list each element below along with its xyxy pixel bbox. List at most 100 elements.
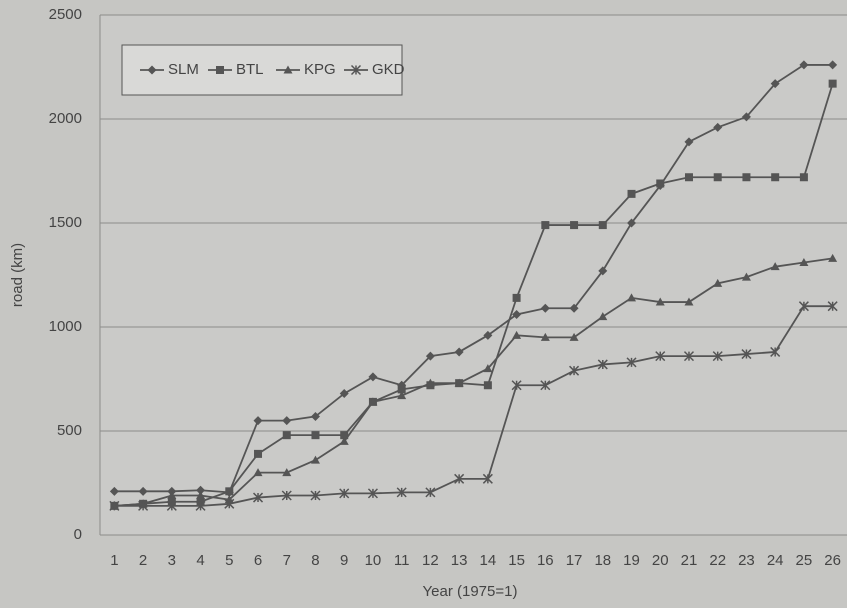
x-tick-label: 20 [652, 552, 669, 569]
y-tick-label: 500 [57, 422, 82, 439]
marker [196, 490, 206, 499]
y-tick-label: 1000 [49, 318, 82, 335]
marker [339, 488, 350, 499]
x-tick-label: 6 [254, 552, 262, 569]
marker [368, 372, 378, 382]
x-tick-label: 24 [767, 552, 784, 569]
x-tick-label: 21 [681, 552, 698, 569]
marker [368, 397, 378, 406]
marker [511, 380, 522, 391]
x-tick-label: 9 [340, 552, 348, 569]
marker [138, 500, 149, 511]
x-tick-label: 17 [566, 552, 583, 569]
legend: SLM BTL KPG GKD [121, 44, 405, 96]
marker [397, 391, 407, 400]
x-tick-label: 23 [738, 552, 755, 569]
marker [425, 351, 435, 361]
marker [483, 364, 493, 373]
marker [138, 486, 148, 496]
marker [541, 221, 550, 230]
marker [167, 490, 177, 499]
x-tick-label: 1 [110, 552, 118, 569]
marker [684, 297, 694, 306]
x-tick-label: 10 [365, 552, 382, 569]
x-tick-label: 5 [225, 552, 233, 569]
legend-marker [283, 65, 293, 74]
series-line [114, 64, 833, 494]
marker [799, 173, 808, 182]
series-line [114, 257, 833, 507]
marker [454, 347, 464, 357]
marker [540, 332, 550, 341]
marker [512, 330, 522, 339]
marker [310, 411, 320, 421]
marker [109, 486, 119, 496]
marker [570, 221, 579, 230]
marker [281, 490, 292, 501]
marker [713, 173, 722, 182]
marker [253, 468, 263, 477]
y-tick-label: 2500 [49, 6, 82, 23]
marker [339, 436, 349, 445]
legend-label: KPG [304, 61, 336, 78]
marker [597, 359, 608, 370]
marker [195, 500, 206, 511]
series-line [114, 305, 833, 507]
marker [367, 488, 378, 499]
marker [598, 266, 608, 276]
legend-marker [350, 64, 362, 76]
marker [656, 179, 665, 188]
x-tick-label: 3 [168, 552, 176, 569]
marker [339, 389, 349, 399]
marker [569, 332, 579, 341]
x-tick-label: 8 [311, 552, 319, 569]
x-tick-label: 15 [508, 552, 525, 569]
marker [282, 416, 292, 426]
x-tick-label: 13 [451, 552, 468, 569]
marker [655, 351, 666, 362]
marker [827, 301, 838, 312]
marker [799, 258, 809, 267]
marker [224, 498, 235, 509]
marker [798, 301, 809, 312]
x-tick-label: 14 [480, 552, 497, 569]
x-tick-label: 22 [709, 552, 726, 569]
marker [684, 137, 694, 147]
marker [569, 303, 579, 313]
marker [799, 60, 809, 70]
marker [310, 490, 321, 501]
x-tick-label: 12 [422, 552, 439, 569]
x-tick-label: 26 [824, 552, 841, 569]
marker [655, 297, 665, 306]
marker [627, 218, 637, 228]
x-tick-label: 7 [283, 552, 291, 569]
marker [454, 473, 465, 484]
marker [598, 221, 607, 230]
marker [253, 416, 263, 426]
legend-label: BTL [236, 61, 264, 78]
marker [166, 500, 177, 511]
marker [196, 485, 206, 495]
legend-label: GKD [372, 61, 405, 78]
marker [683, 351, 695, 362]
x-tick-label: 25 [796, 552, 813, 569]
marker [712, 351, 723, 362]
marker [282, 431, 291, 440]
x-tick-label: 11 [394, 552, 410, 569]
marker [340, 431, 349, 440]
marker [512, 293, 521, 302]
marker [483, 381, 492, 390]
marker [311, 431, 320, 440]
marker [828, 253, 838, 262]
legend-marker [216, 66, 224, 74]
marker [741, 349, 752, 360]
marker [396, 487, 407, 498]
marker [254, 449, 263, 458]
marker [742, 173, 751, 182]
marker [397, 385, 406, 394]
y-tick-label: 0 [74, 526, 82, 543]
marker [482, 473, 493, 484]
marker [770, 346, 781, 357]
marker [454, 378, 464, 387]
